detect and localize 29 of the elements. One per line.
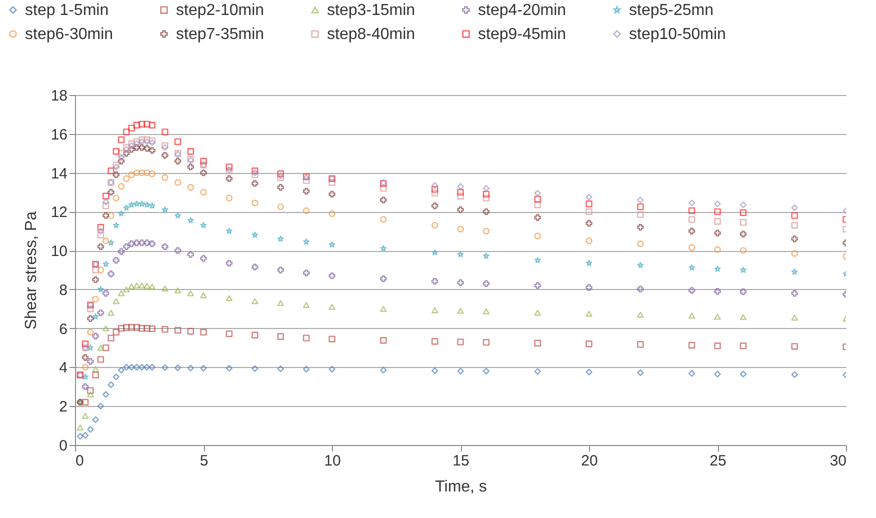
x-tick-label: 5 (200, 452, 208, 470)
x-tick-label: 0 (76, 452, 84, 470)
legend-label: step5-25mn (629, 2, 714, 19)
legend-label: step 1-5min (25, 2, 109, 19)
x-tick-label: 10 (324, 452, 341, 470)
y-tick-label: 14 (50, 165, 68, 182)
y-tick-label: 10 (50, 243, 68, 260)
x-tick-label: 15 (452, 452, 470, 470)
legend-label: step6-30min (25, 26, 114, 43)
legend-label: step3-15min (327, 2, 416, 19)
x-tick-label: 20 (581, 452, 598, 470)
legend-label: step4-20min (478, 2, 566, 19)
y-tick-label: 8 (59, 282, 68, 299)
y-tick-label: 4 (59, 360, 68, 377)
legend-label: step8-40min (327, 26, 416, 43)
y-tick-label: 2 (59, 398, 68, 416)
legend-label: step9-45min (478, 26, 566, 43)
legend-label: step7-35min (176, 26, 264, 43)
y-tick-label: 16 (50, 126, 68, 144)
x-tick-label: 30 (830, 452, 846, 470)
legend-label: step2-10min (176, 2, 264, 19)
y-tick-label: 6 (59, 320, 68, 338)
y-tick-label: 12 (50, 204, 68, 222)
legend-label: step10-50min (629, 26, 726, 43)
x-axis-title: Time, s (435, 478, 487, 496)
y-tick-label: 0 (59, 438, 68, 454)
y-axis-title: Shear stress, Pa (22, 211, 40, 330)
y-tick-label: 18 (50, 88, 68, 104)
x-tick-label: 25 (710, 452, 726, 470)
